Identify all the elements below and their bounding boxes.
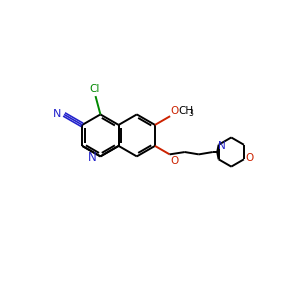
Text: O: O [170, 156, 178, 166]
Text: CH: CH [178, 106, 194, 116]
Text: Cl: Cl [89, 84, 100, 94]
Text: N: N [53, 110, 62, 119]
Text: N: N [88, 152, 96, 164]
Text: N: N [218, 141, 226, 151]
Text: 3: 3 [188, 109, 193, 118]
Text: O: O [171, 106, 179, 116]
Text: O: O [246, 153, 254, 163]
